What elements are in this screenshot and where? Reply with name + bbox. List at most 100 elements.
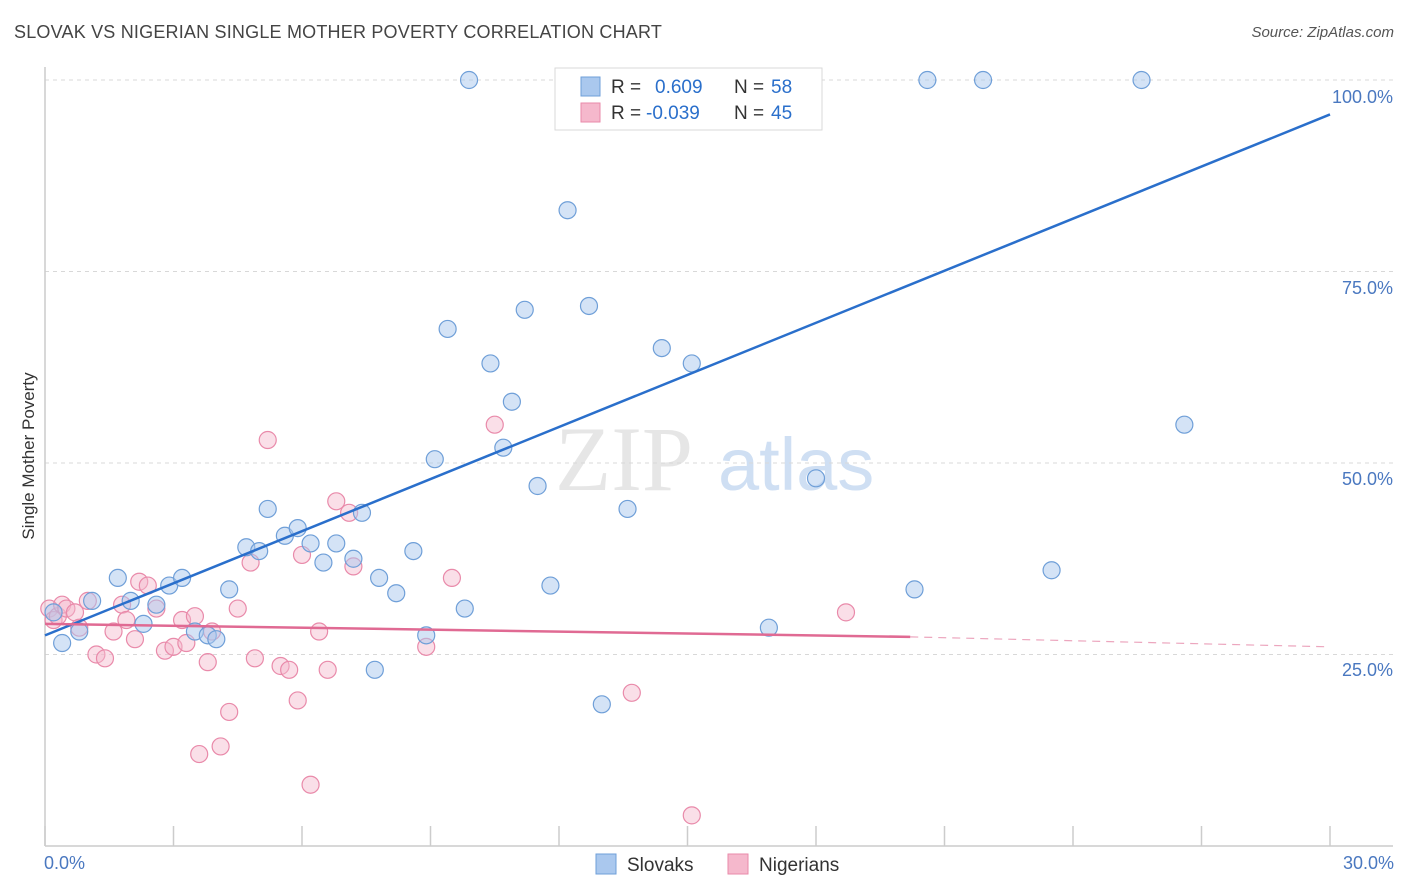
slovak-point bbox=[301, 534, 320, 553]
slovak-point bbox=[53, 633, 72, 653]
nigerian-point bbox=[836, 603, 856, 622]
y-tick-labels: 25.0% 50.0% 75.0% 100.0% bbox=[1332, 87, 1393, 680]
slovak-point bbox=[759, 618, 778, 637]
nigerian-point bbox=[198, 653, 217, 672]
nigerian-point bbox=[228, 599, 247, 618]
watermark-zip: ZIP bbox=[555, 408, 693, 510]
legend-slovak-r-label: R = bbox=[611, 77, 641, 98]
slovak-point bbox=[404, 541, 423, 561]
slovak-point bbox=[1132, 70, 1151, 90]
slovak-point bbox=[134, 614, 153, 633]
slovak-point bbox=[314, 553, 333, 572]
slovak-point bbox=[579, 296, 599, 316]
slovak-point bbox=[502, 392, 521, 411]
slovak-point bbox=[108, 568, 127, 588]
y-tick-label: 100.0% bbox=[1332, 87, 1393, 107]
slovak-point bbox=[220, 580, 239, 599]
legend-slovak-r-value: 0.609 bbox=[655, 77, 703, 98]
legend-slovak-n-label: N = bbox=[734, 77, 764, 98]
slovak-point bbox=[425, 450, 444, 469]
nigerian-point bbox=[211, 737, 230, 756]
slovak-point bbox=[618, 499, 637, 519]
slovak-point bbox=[682, 354, 701, 373]
slovak-trend-line bbox=[44, 113, 1331, 637]
nigerian-point bbox=[271, 656, 290, 676]
nigerian-trend-extension bbox=[910, 636, 1331, 648]
legend-nigerian-r-value: -0.039 bbox=[646, 103, 700, 124]
nigerian-point bbox=[220, 702, 239, 722]
correlation-legend: R = 0.609 N = 58 R = -0.039 N = 45 bbox=[554, 67, 823, 131]
nigerian-point bbox=[190, 744, 209, 764]
nigerian-point bbox=[682, 806, 701, 825]
slovak-point bbox=[417, 626, 436, 645]
slovak-point bbox=[370, 568, 389, 588]
x-axis-ticks bbox=[44, 826, 1331, 846]
grid-lines bbox=[45, 79, 1393, 655]
nigerian-point bbox=[442, 568, 462, 588]
slovak-points bbox=[44, 70, 1194, 714]
watermark-atlas: atlas bbox=[718, 423, 874, 506]
nigerian-point bbox=[318, 660, 337, 679]
slovak-point bbox=[1175, 415, 1194, 434]
legend-nigerian-n-value: 45 bbox=[771, 103, 792, 124]
chart-title: SLOVAK VS NIGERIAN SINGLE MOTHER POVERTY… bbox=[14, 22, 663, 42]
slovak-point bbox=[459, 70, 479, 90]
x-tick-label-min: 0.0% bbox=[44, 853, 85, 873]
nigerian-point bbox=[130, 572, 149, 591]
slovak-point bbox=[558, 201, 577, 220]
slovak-point bbox=[258, 499, 277, 519]
nigerian-point bbox=[258, 430, 277, 450]
slovak-point bbox=[806, 469, 826, 488]
bottom-legend-swatch-nigerians bbox=[727, 853, 749, 875]
slovak-point bbox=[652, 339, 671, 358]
slovak-point bbox=[70, 622, 89, 641]
slovak-point bbox=[83, 591, 102, 610]
trend-lines bbox=[44, 113, 1331, 648]
slovak-point bbox=[592, 695, 611, 714]
source-note: Source: ZipAtlas.com bbox=[1251, 24, 1394, 41]
slovak-point bbox=[455, 599, 474, 618]
nigerian-point bbox=[310, 622, 329, 641]
nigerian-point bbox=[95, 649, 115, 668]
bottom-legend-swatch-slovaks bbox=[595, 853, 617, 875]
nigerian-point bbox=[280, 660, 299, 679]
bottom-legend-nigerians: Nigerians bbox=[759, 855, 839, 876]
nigerian-point bbox=[104, 622, 123, 641]
slovak-point bbox=[973, 70, 993, 90]
slovak-point bbox=[438, 319, 457, 339]
nigerian-point bbox=[87, 645, 106, 664]
slovak-point bbox=[528, 476, 547, 496]
legend-slovak-n-value: 58 bbox=[771, 77, 792, 98]
series-legend: Slovaks Nigerians bbox=[595, 853, 839, 876]
bottom-legend-slovaks: Slovaks bbox=[627, 855, 694, 876]
slovak-point bbox=[327, 534, 346, 553]
slovak-point bbox=[147, 595, 166, 614]
nigerian-point bbox=[185, 607, 205, 626]
nigerian-point bbox=[155, 641, 175, 660]
slovak-point bbox=[365, 660, 384, 679]
y-tick-label: 75.0% bbox=[1342, 278, 1393, 298]
slovak-point bbox=[905, 580, 924, 599]
y-axis-label: Single Mother Poverty bbox=[19, 372, 38, 540]
slovak-point bbox=[515, 300, 534, 319]
x-tick-label-max: 30.0% bbox=[1343, 853, 1394, 873]
nigerian-point bbox=[485, 415, 504, 434]
slovak-point bbox=[918, 70, 937, 90]
legend-swatch-slovak bbox=[580, 76, 601, 97]
slovak-point bbox=[44, 603, 63, 622]
nigerian-point bbox=[301, 775, 320, 794]
slovak-point bbox=[1042, 561, 1061, 580]
slovak-point bbox=[344, 549, 363, 568]
legend-nigerian-r-label: R = bbox=[611, 103, 641, 124]
nigerian-point bbox=[288, 691, 307, 710]
nigerian-point bbox=[622, 683, 641, 702]
slovak-point bbox=[481, 354, 500, 373]
slovak-point bbox=[207, 630, 226, 649]
slovak-point bbox=[387, 584, 406, 603]
legend-nigerian-n-label: N = bbox=[734, 103, 764, 124]
slovak-point bbox=[541, 576, 560, 595]
nigerian-point bbox=[327, 492, 346, 511]
nigerian-point bbox=[245, 649, 264, 668]
nigerian-point bbox=[125, 630, 145, 649]
